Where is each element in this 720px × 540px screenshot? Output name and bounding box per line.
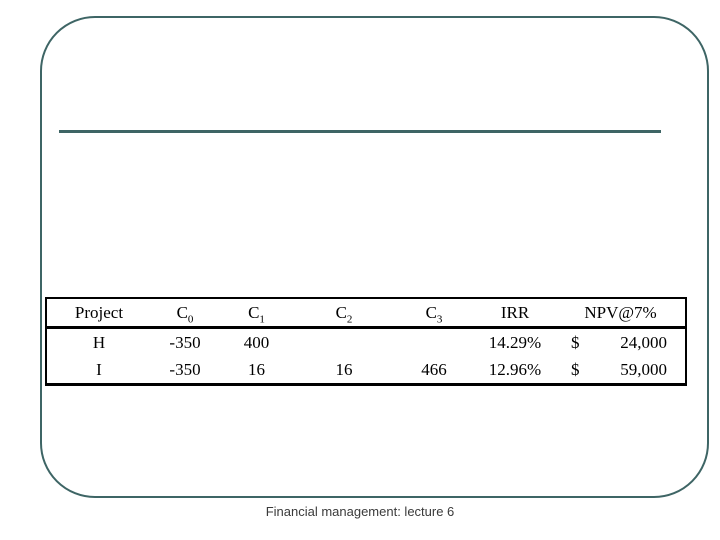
header-c0: C0 — [151, 298, 219, 329]
cell-h-c0: -350 — [169, 332, 201, 352]
cell-h-project: H — [92, 332, 106, 352]
cell-i-irr: 12.96% — [488, 359, 542, 379]
cell-h-irr: 14.29% — [488, 332, 542, 352]
cell-h-c1: 400 — [243, 332, 270, 352]
cell-i-c3: 466 — [421, 359, 447, 379]
table-row-project-i: I -350 16 16 466 12.96% $ 59,000 — [46, 356, 686, 385]
cell-i-c1: 16 — [248, 359, 265, 379]
header-c1-subscript: 1 — [259, 312, 265, 325]
cell-h-npv-currency: $ — [571, 332, 580, 352]
cell-i-npv-value: 59,000 — [620, 359, 668, 379]
table-header-row: Project C0 C1 C2 C3 IRR NPV@7% — [46, 298, 687, 329]
header-c1: C1 — [219, 298, 294, 329]
table-row-project-h: H -350 400 14.29% $ 24,000 — [46, 328, 686, 357]
header-c2-base: C — [335, 302, 347, 322]
cell-i-c2: 16 — [335, 359, 353, 379]
header-project: Project — [46, 298, 151, 329]
header-c0-base: C — [176, 302, 188, 322]
header-c1-base: C — [248, 302, 260, 322]
cell-h-npv-value: 24,000 — [620, 332, 668, 352]
cell-i-c0: -350 — [169, 359, 201, 379]
title-underline-rule — [59, 130, 661, 133]
header-c2: C2 — [294, 298, 394, 329]
header-c3-subscript: 3 — [436, 312, 443, 325]
header-c2-subscript: 2 — [346, 312, 353, 325]
header-c3: C3 — [394, 298, 474, 329]
cell-i-npv-currency: $ — [571, 359, 580, 379]
cell-i-project: I — [96, 359, 102, 379]
header-c3-base: C — [425, 302, 437, 322]
cell-h-c2 — [294, 328, 394, 357]
project-cashflow-table: Project C0 C1 C2 C3 IRR NPV@7% H -350 40… — [45, 297, 688, 386]
cell-h-c3 — [394, 328, 474, 357]
header-irr: IRR — [474, 298, 556, 329]
header-c0-subscript: 0 — [187, 312, 194, 325]
footer-text: Financial management: lecture 6 — [265, 504, 455, 519]
slide-border-frame — [40, 16, 709, 498]
header-npv: NPV@7% — [556, 298, 687, 329]
